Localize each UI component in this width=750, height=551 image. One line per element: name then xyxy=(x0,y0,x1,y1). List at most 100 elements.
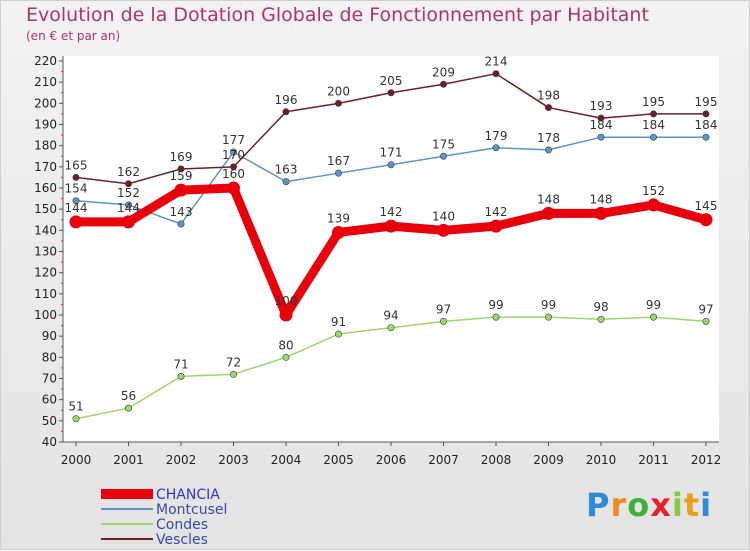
data-label-condes: 71 xyxy=(173,357,188,371)
y-tick-label: 210 xyxy=(34,75,57,89)
data-point-condes xyxy=(177,372,185,380)
logo-letter: t xyxy=(683,486,701,524)
data-point-vescles xyxy=(125,180,133,188)
data-label-condes: 99 xyxy=(488,298,503,312)
data-point-montcusel xyxy=(387,161,395,169)
data-label-montcusel: 178 xyxy=(537,131,560,145)
data-point-condes xyxy=(230,370,238,378)
y-tick-label: 50 xyxy=(42,414,57,428)
data-point-chancia xyxy=(332,225,345,239)
data-point-montcusel xyxy=(492,144,500,152)
data-point-vescles xyxy=(702,110,710,118)
data-point-condes xyxy=(72,415,80,423)
data-point-vescles xyxy=(72,173,80,181)
x-tick-label: 2002 xyxy=(166,453,197,467)
y-tick-label: 120 xyxy=(34,266,57,280)
data-label-montcusel: 167 xyxy=(327,154,350,168)
data-label-vescles: 195 xyxy=(695,95,718,109)
x-tick-label: 2011 xyxy=(638,453,669,467)
data-label-condes: 56 xyxy=(121,389,136,403)
data-label-chancia: 152 xyxy=(642,184,665,198)
y-tick-label: 140 xyxy=(34,223,57,237)
x-tick-label: 2010 xyxy=(586,453,617,467)
data-label-vescles: 205 xyxy=(380,74,403,88)
legend-label-chancia: CHANCIA xyxy=(156,487,220,503)
data-point-montcusel xyxy=(649,133,657,141)
data-point-condes xyxy=(702,317,710,325)
data-point-vescles xyxy=(439,80,447,88)
data-point-vescles xyxy=(334,99,342,107)
data-label-condes: 51 xyxy=(68,400,83,414)
data-label-chancia: 148 xyxy=(590,192,613,206)
data-label-chancia: 159 xyxy=(170,169,193,183)
data-point-condes xyxy=(125,404,133,412)
data-point-montcusel xyxy=(282,178,290,186)
data-point-vescles xyxy=(282,108,290,116)
data-point-montcusel xyxy=(597,133,605,141)
data-label-vescles: 209 xyxy=(432,65,455,79)
data-point-chancia xyxy=(174,183,188,197)
data-point-chancia xyxy=(279,308,293,322)
data-point-vescles xyxy=(492,70,500,78)
data-label-chancia: 139 xyxy=(327,211,350,225)
data-label-condes: 72 xyxy=(226,355,241,369)
data-label-vescles: 200 xyxy=(327,84,350,98)
logo-letter: o xyxy=(627,486,651,524)
data-label-montcusel: 152 xyxy=(117,186,140,200)
x-tick-label: 2000 xyxy=(61,453,92,467)
data-label-chancia: 140 xyxy=(432,209,455,223)
data-point-chancia xyxy=(647,198,660,212)
data-label-condes: 80 xyxy=(278,338,293,352)
data-label-montcusel: 163 xyxy=(275,163,298,177)
x-tick-label: 2007 xyxy=(428,453,459,467)
logo-letter: i xyxy=(700,486,713,524)
data-point-chancia xyxy=(489,219,503,233)
data-label-chancia: 160 xyxy=(222,167,245,181)
legend-label-montcusel: Montcusel xyxy=(156,502,227,518)
data-label-vescles: 165 xyxy=(65,158,88,172)
data-label-vescles: 198 xyxy=(537,89,560,103)
x-tick-label: 2008 xyxy=(481,453,512,467)
chart-subtitle: (en € et par an) xyxy=(26,29,121,43)
data-label-montcusel: 177 xyxy=(222,133,245,147)
y-tick-label: 150 xyxy=(34,202,57,216)
data-point-vescles xyxy=(649,110,657,118)
x-tick-label: 2005 xyxy=(323,453,354,467)
y-tick-label: 80 xyxy=(42,350,57,364)
plot-area xyxy=(63,56,719,442)
logo-letter: x xyxy=(650,486,672,524)
data-point-montcusel xyxy=(230,148,238,156)
y-tick-label: 130 xyxy=(34,245,57,259)
chart-title: Evolution de la Dotation Globale de Fonc… xyxy=(26,4,649,26)
data-label-vescles: 169 xyxy=(170,150,193,164)
x-tick-label: 2001 xyxy=(113,453,144,467)
data-label-montcusel: 143 xyxy=(170,205,193,219)
data-label-montcusel: 171 xyxy=(380,146,403,160)
data-label-condes: 97 xyxy=(698,302,713,316)
data-point-chancia xyxy=(699,213,713,227)
data-point-montcusel xyxy=(702,133,710,141)
data-point-condes xyxy=(282,353,290,361)
data-label-vescles: 214 xyxy=(485,55,508,69)
data-point-condes xyxy=(334,330,342,338)
data-point-condes xyxy=(387,324,395,332)
data-point-montcusel xyxy=(544,146,552,154)
data-label-condes: 99 xyxy=(541,298,556,312)
x-tick-label: 2009 xyxy=(533,453,564,467)
y-tick-label: 180 xyxy=(34,139,57,153)
data-point-montcusel xyxy=(72,197,80,205)
data-label-condes: 98 xyxy=(593,300,608,314)
logo-letter: P xyxy=(586,486,611,524)
data-label-vescles: 170 xyxy=(222,148,245,162)
data-label-chancia: 100 xyxy=(275,294,298,308)
data-point-chancia xyxy=(437,223,450,237)
legend-label-condes: Condes xyxy=(156,517,208,533)
data-point-chancia xyxy=(594,206,608,220)
data-label-montcusel: 154 xyxy=(65,182,88,196)
y-tick-label: 90 xyxy=(42,329,57,343)
data-label-chancia: 144 xyxy=(65,201,88,215)
data-label-vescles: 162 xyxy=(117,165,140,179)
data-label-chancia: 148 xyxy=(537,192,560,206)
